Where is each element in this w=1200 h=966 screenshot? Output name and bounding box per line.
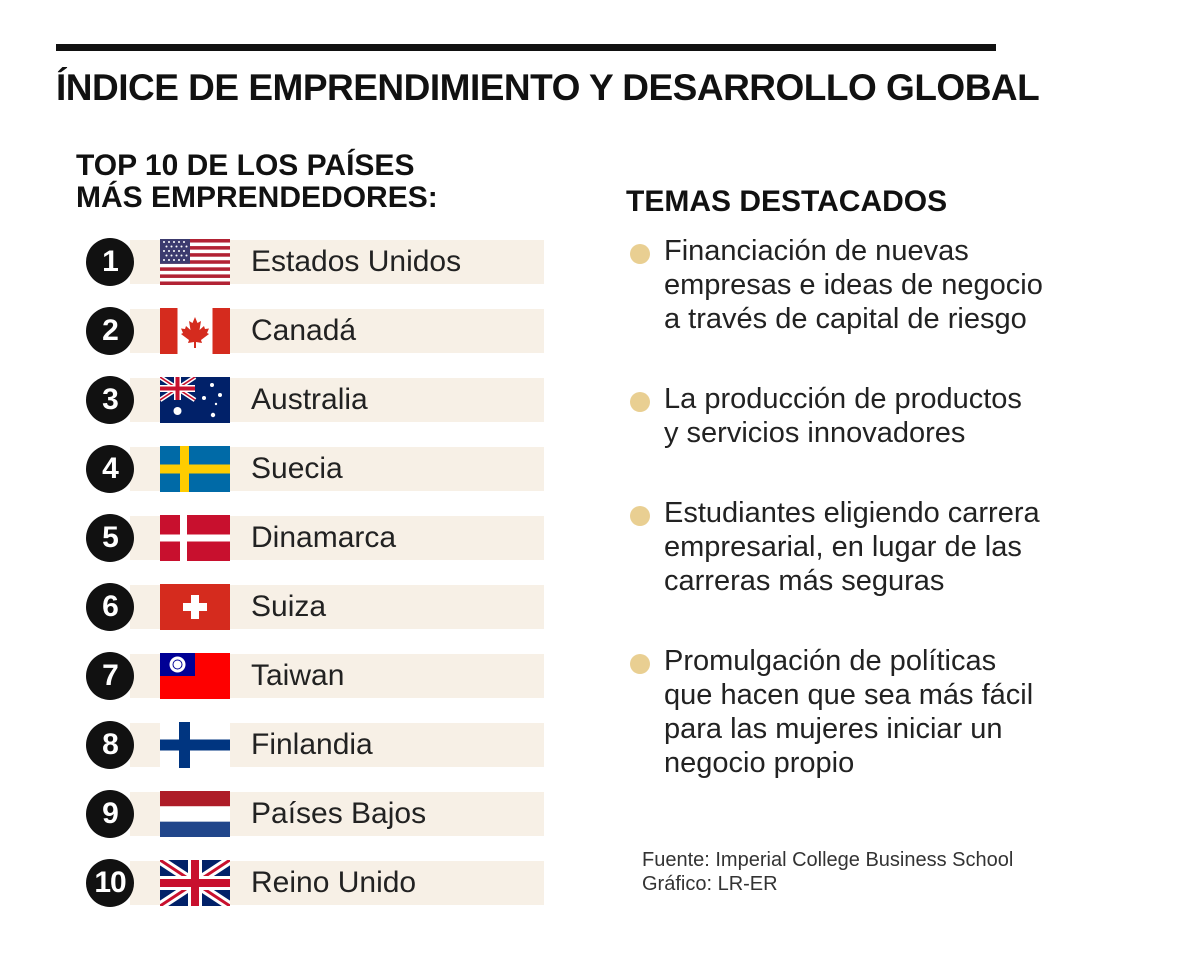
- ranking-row: 10 Reino Unido: [86, 859, 546, 907]
- ranking-row: 8 Finlandia: [86, 721, 546, 769]
- rank-badge: 9: [86, 790, 134, 838]
- ranking-row: 9 Países Bajos: [86, 790, 546, 838]
- ranking-row: 6 Suiza: [86, 583, 546, 631]
- topics-heading: TEMAS DESTACADOS: [626, 185, 948, 218]
- country-name: Suiza: [251, 590, 327, 623]
- denmark-flag-icon: [160, 515, 230, 561]
- ranking-row: 1 Estados Unidos: [86, 238, 546, 286]
- ranking-row: 5 Dinamarca: [86, 514, 546, 562]
- ranking-row: 4 Suecia: [86, 445, 546, 493]
- bullet-icon: [630, 506, 650, 526]
- topic-line: para las mujeres iniciar un: [664, 713, 1003, 745]
- rank-badge: 6: [86, 583, 134, 631]
- topic-line: Promulgación de políticas: [664, 645, 997, 677]
- rank-badge: 3: [86, 376, 134, 424]
- source-line: Fuente: Imperial College Business School: [642, 849, 1014, 871]
- sweden-flag-icon: [160, 446, 230, 492]
- ranking-row: 2 Canadá: [86, 307, 546, 355]
- topic-line: que hacen que sea más fácil: [664, 679, 1034, 711]
- topic-text: Promulgación de políticas que hacen que …: [664, 644, 1144, 780]
- country-name: Canadá: [251, 314, 357, 347]
- graphic-credit-line: Gráfico: LR-ER: [642, 873, 778, 895]
- rank-badge: 1: [86, 238, 134, 286]
- rank-badge: 7: [86, 652, 134, 700]
- country-name: Finlandia: [251, 728, 373, 761]
- canada-flag-icon: [160, 308, 230, 354]
- topic-line: Financiación de nuevas: [664, 235, 969, 267]
- finland-flag-icon: [160, 722, 230, 768]
- topic-line: empresarial, en lugar de las: [664, 531, 1022, 563]
- topic-line: carreras más seguras: [664, 565, 945, 597]
- uk-flag-icon: [160, 860, 230, 906]
- bullet-icon: [630, 244, 650, 264]
- ranking-heading-line2: MÁS EMPRENDEDORES:: [76, 181, 438, 214]
- taiwan-flag-icon: [160, 653, 230, 699]
- ranking-row: 7 Taiwan: [86, 652, 546, 700]
- topic-line: a través de capital de riesgo: [664, 303, 1027, 335]
- bullet-icon: [630, 392, 650, 412]
- usa-flag-icon: [160, 239, 230, 285]
- country-name: Reino Unido: [251, 866, 417, 899]
- top-divider: [56, 44, 996, 51]
- ranking-heading-line1: TOP 10 DE LOS PAÍSES: [76, 149, 415, 182]
- country-name: Taiwan: [251, 659, 345, 692]
- rank-badge: 10: [86, 859, 134, 907]
- country-name: Suecia: [251, 452, 343, 485]
- topic-text: La producción de productos y servicios i…: [664, 382, 1144, 450]
- switzerland-flag-icon: [160, 584, 230, 630]
- topic-text: Financiación de nuevas empresas e ideas …: [664, 234, 1144, 336]
- ranking-row: 3 Australia: [86, 376, 546, 424]
- country-name: Países Bajos: [251, 797, 427, 830]
- rank-badge: 4: [86, 445, 134, 493]
- topic-line: empresas e ideas de negocio: [664, 269, 1043, 301]
- ranking-heading: TOP 10 DE LOS PAÍSES MÁS EMPRENDEDORES:: [76, 150, 496, 214]
- country-name: Dinamarca: [251, 521, 397, 554]
- country-name: Australia: [251, 383, 368, 416]
- topic-line: negocio propio: [664, 747, 855, 779]
- topic-line: La producción de productos: [664, 383, 1022, 415]
- topic-text: Estudiantes eligiendo carrera empresaria…: [664, 496, 1144, 598]
- netherlands-flag-icon: [160, 791, 230, 837]
- rank-badge: 8: [86, 721, 134, 769]
- country-name: Estados Unidos: [251, 245, 462, 278]
- australia-flag-icon: [160, 377, 230, 423]
- bullet-icon: [630, 654, 650, 674]
- topic-line: y servicios innovadores: [664, 417, 966, 449]
- rank-badge: 2: [86, 307, 134, 355]
- source-credit: Fuente: Imperial College Business School…: [642, 848, 1013, 896]
- rank-badge: 5: [86, 514, 134, 562]
- page-title: ÍNDICE DE EMPRENDIMIENTO Y DESARROLLO GL…: [56, 67, 1040, 108]
- topic-line: Estudiantes eligiendo carrera: [664, 497, 1040, 529]
